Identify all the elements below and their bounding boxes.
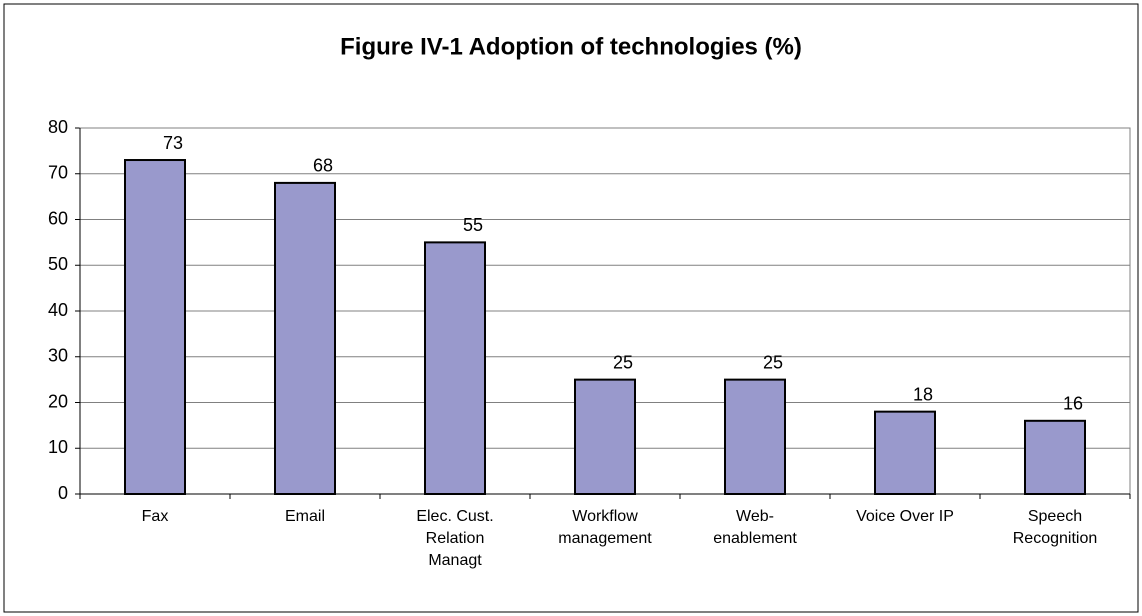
x-tick-label: Web-enablement [713, 508, 797, 547]
chart-border [3, 3, 1139, 613]
chart-title: Figure IV-1 Adoption of technologies (%) [340, 33, 802, 60]
bar [1024, 419, 1086, 495]
y-tick-label: 40 [48, 300, 68, 320]
y-tick-label: 20 [48, 391, 68, 411]
x-tick-label: Elec. Cust. Relation Managt [416, 508, 494, 569]
y-tick-label: 10 [48, 437, 68, 457]
data-label: 25 [763, 352, 783, 372]
y-tick-label: 80 [48, 117, 68, 137]
x-tick-label: Voice Over IP [856, 508, 954, 525]
data-label: 16 [1063, 394, 1083, 414]
x-tick-label: Speech Recognition [1012, 508, 1098, 547]
x-tick-label: Fax [141, 508, 169, 525]
bar [274, 181, 336, 495]
bar [724, 378, 786, 495]
data-label: 25 [613, 352, 633, 372]
bar [424, 241, 486, 495]
y-tick-label: 50 [48, 254, 68, 274]
bar [574, 378, 636, 495]
x-tick-label: Email [284, 508, 325, 525]
y-tick-label: 0 [58, 483, 68, 503]
bar [874, 410, 936, 495]
y-tick-label: 60 [48, 208, 68, 228]
y-tick-label: 30 [48, 346, 68, 366]
x-tick-label: Workflow management [558, 508, 652, 547]
y-tick-label: 70 [48, 163, 68, 183]
data-label: 68 [313, 156, 333, 176]
data-label: 55 [463, 215, 483, 235]
data-label: 73 [163, 133, 183, 153]
data-label: 18 [913, 384, 933, 404]
bar [124, 159, 186, 495]
